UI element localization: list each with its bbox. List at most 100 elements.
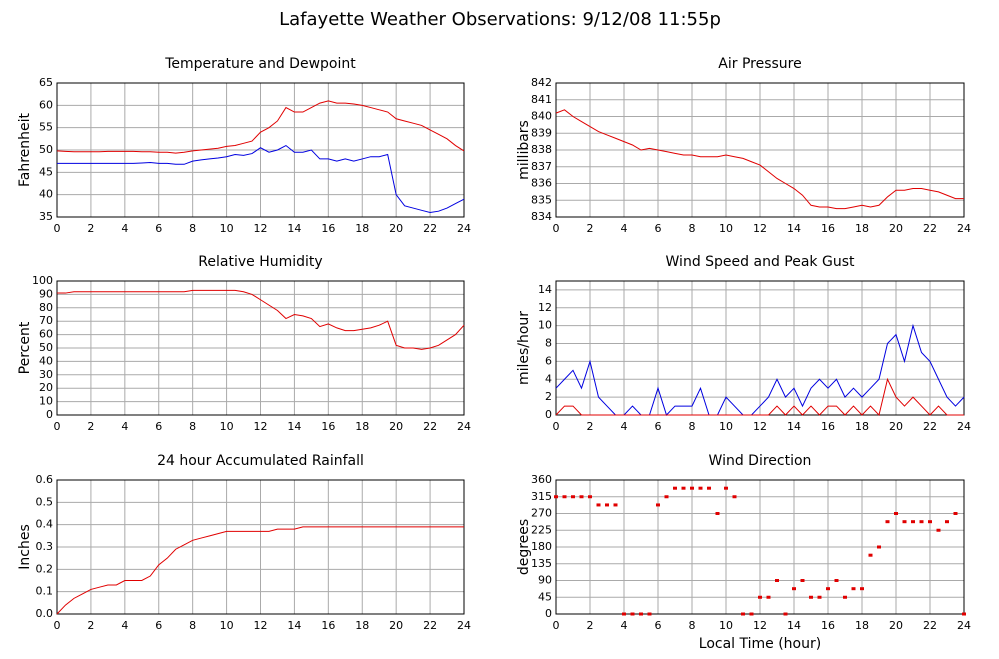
point [936,528,941,532]
x-tick-label: 16 [821,222,835,235]
x-tick-label: 16 [821,619,835,632]
x-tick-label: 2 [87,222,94,235]
point [792,587,796,591]
y-tick-label: 836 [531,177,552,190]
x-tick-label: 6 [655,222,662,235]
y-tick-label: 0.3 [36,540,54,553]
series-line [56,526,464,615]
y-tick-label: 10 [538,319,552,332]
x-tick-label: 24 [957,222,971,235]
y-tick-label: 50 [39,143,53,156]
y-tick-label: 10 [39,395,53,408]
x-tick-label: 18 [855,222,869,235]
y-tick-label: 842 [531,76,552,89]
x-tick-label: 0 [553,619,560,632]
point [953,512,958,515]
point [656,503,660,507]
x-tick-label: 0 [553,222,560,235]
x-tick-label: 20 [389,222,403,235]
y-tick-label: 0.4 [36,518,54,531]
point [911,520,915,524]
y-tick-label: 90 [39,287,53,300]
point [732,495,737,499]
y-tick-label: 840 [531,110,552,123]
point [605,503,609,507]
series-line [57,144,465,214]
y-tick-label: 135 [531,557,552,570]
y-tick-label: 0 [545,607,552,620]
point [826,587,830,591]
y-tick-label: 35 [39,210,53,223]
y-tick-label: 45 [39,165,53,178]
x-tick-label: 12 [254,222,268,235]
point [919,520,924,524]
y-tick-label: 835 [531,193,552,206]
point [885,520,890,524]
y-tick-label: 360 [531,473,552,486]
x-tick-label: 0 [553,420,560,433]
x-tick-label: 24 [457,420,471,433]
y-tick-label: 40 [39,188,53,201]
point [613,503,618,507]
y-axis-label: degrees [516,519,532,575]
point [698,486,703,490]
y-tick-label: 14 [538,283,552,296]
y-tick-label: 60 [39,98,53,111]
x-tick-label: 2 [587,222,594,235]
x-tick-label: 20 [389,619,403,632]
point [664,495,669,499]
point [715,512,720,515]
plot-frame [56,479,465,615]
x-tick-label: 2 [87,420,94,433]
x-tick-label: 10 [220,420,234,433]
x-tick-label: 12 [753,619,767,632]
point [868,553,873,557]
x-tick-label: 4 [121,619,128,632]
point [707,486,711,490]
series-line [56,100,465,154]
point [945,520,949,524]
y-tick-label: 2 [545,390,552,403]
x-tick-label: 18 [355,420,369,433]
x-tick-label: 12 [753,420,767,433]
point [639,612,643,616]
point [690,486,694,490]
y-tick-label: 838 [531,143,552,156]
x-tick-label: 16 [321,619,335,632]
y-tick-label: 0 [545,408,552,421]
point [673,486,677,490]
point [741,612,745,616]
y-tick-label: 839 [531,126,552,139]
x-tick-label: 2 [587,619,594,632]
y-tick-label: 0.0 [36,607,54,620]
y-tick-label: 0.5 [36,495,54,508]
x-tick-label: 18 [855,619,869,632]
point [630,612,635,616]
y-tick-label: 90 [538,574,552,587]
x-tick-label: 14 [287,222,301,235]
point [928,520,932,524]
x-tick-label: 24 [957,619,971,632]
plot-frame [56,82,465,218]
x-tick-label: 0 [54,420,61,433]
series-line [555,377,964,417]
y-tick-label: 0 [46,408,53,421]
point [758,595,762,599]
x-tick-label: 14 [287,420,301,433]
point [902,520,907,524]
y-tick-label: 8 [545,337,552,350]
point [749,612,754,616]
x-tick-label: 8 [189,420,196,433]
y-tick-label: 50 [39,341,53,354]
point [834,579,839,582]
y-tick-label: 0.6 [36,473,54,486]
x-tick-label: 14 [787,222,801,235]
x-tick-label: 10 [220,619,234,632]
series-line [57,289,465,350]
panel-title: Relative Humidity [198,254,322,270]
y-tick-label: 841 [531,93,552,106]
point [809,595,813,599]
x-tick-label: 4 [621,619,628,632]
y-tick-label: 837 [531,160,552,173]
